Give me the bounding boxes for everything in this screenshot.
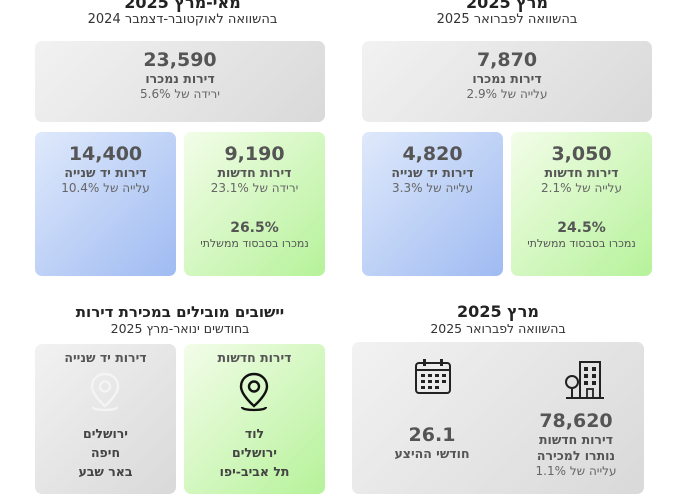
inventory-value: 78,620: [539, 410, 613, 432]
subsidy-value: 26.5%: [230, 220, 279, 236]
bottom-left-subtitle: בחודשים ינואר-מרץ 2025: [110, 321, 250, 336]
top-cities-new-2: ירושלים: [232, 445, 277, 460]
location-pin-icon: [239, 372, 269, 412]
top-cities-secondhand-3: באר שבע: [78, 464, 133, 479]
months-supply-value: 26.1: [408, 424, 456, 446]
top-right-header: מרץ 2025 בהשוואה לפברואר 2025: [362, 0, 652, 28]
months-supply-label: חודשי ההיצע: [394, 446, 470, 461]
inventory-change: עלייה של 1.1%: [535, 464, 617, 478]
top-cities-new-3: תל אביב-יפו: [219, 464, 290, 479]
top-left-total-card: 23,590 דירות נמכרו ירידה של 5.6%: [35, 41, 325, 122]
top-left-subtitle: בהשוואה לאוקטובר-דצמבר 2024: [87, 12, 278, 27]
subsidy-value: 24.5%: [557, 220, 606, 236]
subsidy-label: נמכרו בסבסוד ממשלתי: [200, 237, 309, 250]
total-sales-label: דירות נמכרו: [145, 71, 215, 86]
subsidy-label: נמכרו בסבסוד ממשלתי: [527, 237, 636, 250]
top-right-total-card: 7,870 דירות נמכרו עלייה של 2.9%: [362, 41, 652, 122]
new-sales-label: דירות חדשות: [217, 165, 292, 180]
secondhand-sales-value: 4,820: [402, 143, 463, 165]
inventory-label-line1: דירות חדשות: [539, 432, 613, 447]
top-right-subtitle: בהשוואה לפברואר 2025: [436, 12, 578, 27]
new-sales-value: 3,050: [551, 143, 612, 165]
location-pin-outline-icon: [90, 372, 120, 412]
top-cities-secondhand-2: חיפה: [90, 445, 121, 460]
secondhand-sales-label: דירות יד שנייה: [391, 165, 474, 180]
bottom-right-subtitle: בהשוואה לפברואר 2025: [430, 321, 566, 336]
secondhand-sales-change: עלייה של 3.3%: [392, 181, 473, 195]
total-sales-change: עלייה של 2.9%: [466, 87, 548, 101]
new-sales-value: 9,190: [224, 143, 285, 165]
top-cities-secondhand-1: ירושלים: [83, 426, 128, 441]
top-right-new-card: 3,050 דירות חדשות עלייה של 2.1% 24.5% נמ…: [511, 132, 652, 276]
bottom-right-title: מרץ 2025: [457, 302, 539, 321]
new-sales-label: דירות חדשות: [544, 165, 619, 180]
new-sales-change: עלייה של 2.1%: [541, 181, 622, 195]
top-right-secondhand-card: 4,820 דירות יד שנייה עלייה של 3.3%: [362, 132, 503, 276]
bottom-right-header: מרץ 2025 בהשוואה לפברואר 2025: [352, 303, 644, 337]
top-cities-secondhand-label: דירות יד שנייה: [64, 350, 147, 365]
inventory-card: 78,620 דירות חדשות נותרו למכירה עלייה של…: [352, 342, 644, 494]
top-right-title: מרץ 2025: [466, 0, 548, 12]
calendar-icon: [415, 359, 451, 394]
top-left-secondhand-card: 14,400 דירות יד שנייה עלייה של 10.4%: [35, 132, 176, 276]
inventory-label-line2: נותרו למכירה: [536, 448, 616, 463]
total-sales-label: דירות נמכרו: [472, 71, 542, 86]
building-tree-icon: [565, 361, 604, 399]
top-cities-new-card: דירות חדשות לוד ירושלים תל אביב-יפו: [184, 344, 325, 494]
bottom-left-title: יישובים מובילים במכירת דירות: [75, 303, 285, 321]
bottom-left-header: יישובים מובילים במכירת דירות בחודשים ינו…: [35, 303, 325, 337]
top-left-title: מאי-מרץ 2025: [124, 0, 241, 12]
total-sales-value: 7,870: [476, 49, 538, 71]
secondhand-sales-change: עלייה של 10.4%: [61, 181, 150, 195]
secondhand-sales-value: 14,400: [68, 143, 143, 165]
total-sales-change: ירידה של 5.6%: [140, 87, 220, 101]
top-cities-new-1: לוד: [244, 426, 265, 441]
top-left-header: מאי-מרץ 2025 בהשוואה לאוקטובר-דצמבר 2024: [40, 0, 325, 28]
top-cities-new-label: דירות חדשות: [217, 350, 292, 365]
new-sales-change: ירידה של 23.1%: [210, 181, 299, 195]
total-sales-value: 23,590: [143, 49, 217, 71]
secondhand-sales-label: דירות יד שנייה: [64, 165, 147, 180]
top-cities-secondhand-card: דירות יד שנייה ירושלים חיפה באר שבע: [35, 344, 176, 494]
top-left-new-card: 9,190 דירות חדשות ירידה של 23.1% 26.5% נ…: [184, 132, 325, 276]
